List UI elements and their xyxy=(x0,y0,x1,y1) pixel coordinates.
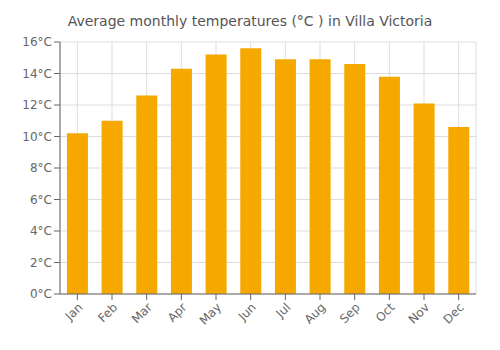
svg-text:Oct: Oct xyxy=(373,300,398,325)
svg-text:Jan: Jan xyxy=(62,300,86,324)
svg-text:12°C: 12°C xyxy=(22,98,52,112)
svg-text:Jul: Jul xyxy=(273,300,294,321)
svg-text:Jun: Jun xyxy=(235,300,259,324)
svg-text:0°C: 0°C xyxy=(30,287,52,301)
html-text:Average monthly temperatures (: Average monthly temperatures (°C ) in Vi… xyxy=(67,13,433,29)
svg-text:2°C: 2°C xyxy=(30,256,52,270)
svg-text:Apr: Apr xyxy=(165,300,190,325)
svg-text:Nov: Nov xyxy=(406,300,432,326)
svg-text:May: May xyxy=(197,300,224,327)
svg-text:4°C: 4°C xyxy=(30,224,52,238)
svg-text:8°C: 8°C xyxy=(30,161,52,175)
svg-text:Dec: Dec xyxy=(440,300,466,326)
svg-text:16°C: 16°C xyxy=(22,35,52,49)
svg-text:Feb: Feb xyxy=(95,300,120,325)
svg-text:Aug: Aug xyxy=(302,300,328,326)
svg-text:Mar: Mar xyxy=(129,300,155,326)
svg-text:14°C: 14°C xyxy=(22,67,52,81)
svg-text:10°C: 10°C xyxy=(22,130,52,144)
svg-text:6°C: 6°C xyxy=(30,193,52,207)
svg-text:Sep: Sep xyxy=(337,300,363,326)
